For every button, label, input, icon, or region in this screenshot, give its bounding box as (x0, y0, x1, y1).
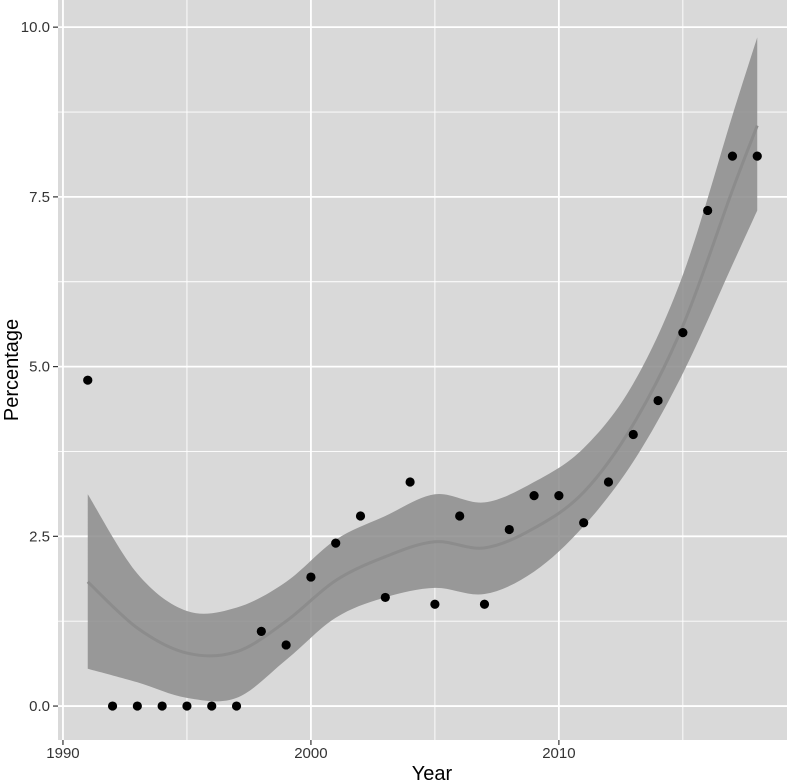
x-tick-label: 2010 (542, 745, 575, 762)
data-point (603, 477, 614, 487)
data-point (455, 511, 465, 521)
data-point (281, 640, 291, 650)
y-axis-title: Percentage (1, 319, 23, 421)
major-gridlines (58, 0, 787, 740)
x-tick-label: 1990 (46, 745, 79, 762)
data-point (554, 490, 564, 501)
confidence-band (87, 37, 758, 702)
data-point (504, 524, 514, 535)
data-point (703, 205, 713, 216)
y-tick-label: 7.5 (29, 189, 50, 206)
y-tick-label: 10.0 (21, 19, 50, 36)
y-tick-label: 0.0 (29, 698, 50, 715)
data-point (529, 490, 539, 501)
data-point (83, 375, 93, 385)
data-point (132, 701, 142, 711)
data-point (752, 151, 762, 161)
data-points (83, 151, 762, 711)
data-point (579, 518, 589, 528)
data-point (628, 429, 638, 440)
x-axis-ticks: 1990 2000 2010 (46, 740, 576, 762)
x-tick-label: 2000 (294, 745, 327, 762)
data-point (479, 599, 490, 609)
data-point (678, 328, 688, 338)
data-point (256, 626, 266, 636)
y-tick-label: 2.5 (29, 528, 50, 545)
data-point (107, 701, 118, 711)
x-axis-title: Year (412, 763, 453, 782)
data-point (331, 538, 341, 548)
data-point (306, 572, 316, 582)
data-point (157, 701, 167, 711)
data-point (430, 599, 440, 609)
y-axis-ticks: 0.0 2.5 5.0 7.5 10.0 (21, 19, 58, 715)
data-point (405, 477, 415, 487)
data-point (727, 151, 738, 161)
data-point (207, 701, 217, 711)
smooth-trend-line (86, 125, 759, 658)
data-point (380, 592, 390, 603)
data-point (182, 701, 192, 711)
data-point (355, 511, 366, 521)
data-point (231, 701, 242, 711)
y-tick-label: 5.0 (29, 359, 50, 376)
data-point (653, 395, 663, 406)
